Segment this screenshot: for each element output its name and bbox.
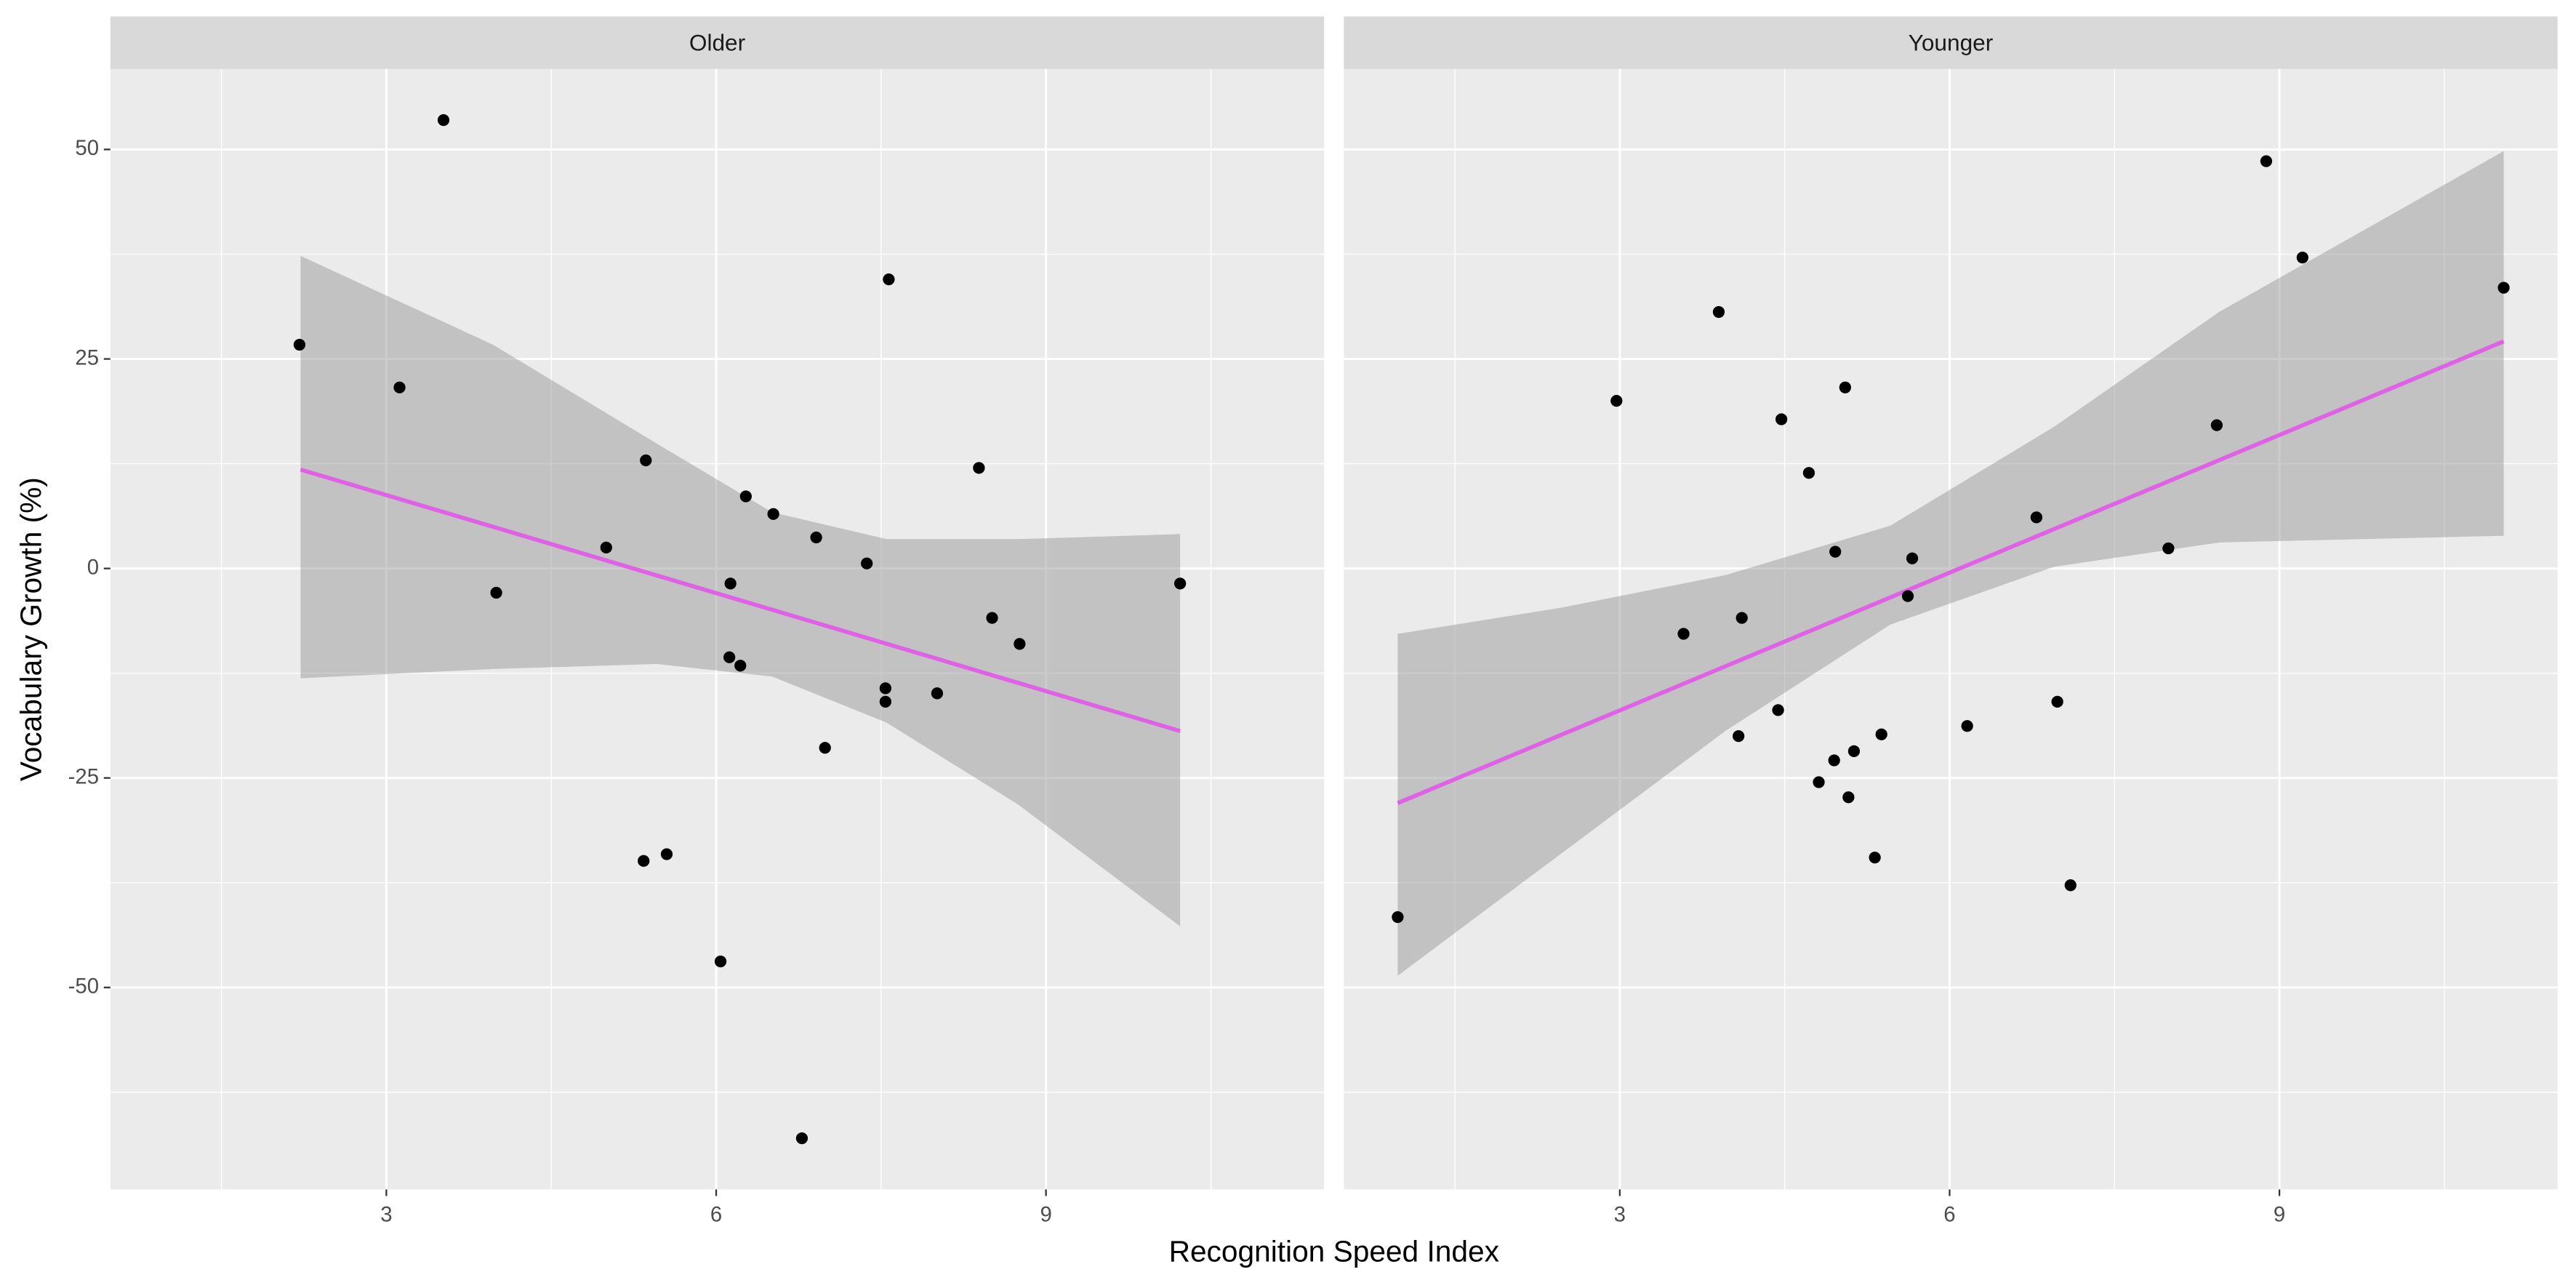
point: [1014, 638, 1026, 650]
confidence-band: [1397, 151, 2504, 976]
x-tick-label: 9: [2274, 1202, 2285, 1226]
y-tick-label: -25: [68, 764, 99, 788]
point: [437, 114, 450, 127]
point: [1847, 745, 1861, 757]
y-axis-title: Vocabulary Growth (%): [14, 477, 47, 781]
point: [767, 508, 779, 520]
point: [724, 577, 737, 590]
y-tick-label: 25: [75, 345, 99, 369]
x-tick-label: 9: [1040, 1202, 1051, 1226]
point: [2162, 542, 2175, 555]
point: [1828, 754, 1840, 767]
point: [2064, 879, 2077, 892]
point: [1839, 381, 1851, 393]
point: [879, 682, 892, 695]
x-tick-label: 3: [1614, 1202, 1626, 1226]
point: [1813, 776, 1825, 788]
point: [1829, 545, 1842, 558]
strip: [1344, 16, 2558, 69]
strip-label: Younger: [1909, 29, 1994, 55]
x-tick-label: 3: [380, 1202, 392, 1226]
point: [2210, 419, 2223, 431]
point: [1733, 729, 1745, 743]
point: [640, 454, 652, 467]
point: [810, 531, 822, 544]
point: [819, 742, 831, 754]
point: [931, 687, 944, 700]
point: [1736, 612, 1748, 624]
point: [1775, 413, 1788, 425]
point: [2030, 511, 2043, 524]
point: [1802, 467, 1815, 479]
point: [795, 1132, 808, 1145]
fit-line: [300, 467, 1181, 733]
x-tick-label: 6: [710, 1202, 722, 1226]
y-tick-label: 0: [87, 555, 99, 579]
point: [739, 490, 752, 503]
point: [861, 557, 873, 569]
point: [1677, 628, 1690, 640]
point: [638, 855, 650, 867]
point: [1961, 720, 1973, 732]
point: [393, 381, 406, 393]
point: [2296, 252, 2308, 264]
point: [2260, 155, 2273, 167]
point: [1712, 305, 1725, 319]
point: [1772, 704, 1784, 716]
point: [883, 273, 895, 286]
strip: [110, 16, 1325, 69]
y-tick-label: 50: [75, 136, 99, 160]
fit-line: [1397, 339, 2505, 805]
confidence-band: [300, 255, 1181, 927]
point: [723, 651, 736, 663]
x-axis-title: Recognition Speed Index: [1169, 1234, 1499, 1268]
point: [986, 612, 998, 624]
point: [1901, 590, 1914, 602]
point: [1875, 728, 1887, 740]
strip-label: Older: [689, 29, 745, 55]
y-tick-label: -50: [68, 975, 99, 999]
point: [879, 695, 892, 708]
point: [1906, 552, 1919, 564]
point: [1173, 577, 1187, 590]
point: [293, 338, 306, 351]
point: [1869, 852, 1881, 864]
point: [714, 955, 727, 968]
point: [2497, 281, 2510, 294]
point: [660, 848, 673, 860]
point: [1842, 791, 1855, 804]
point: [2051, 695, 2063, 708]
point: [1610, 395, 1623, 407]
point: [973, 462, 985, 474]
point: [490, 586, 502, 599]
x-tick-label: 6: [1943, 1202, 1955, 1226]
point: [1392, 911, 1404, 924]
point: [600, 541, 612, 553]
point: [734, 660, 747, 672]
